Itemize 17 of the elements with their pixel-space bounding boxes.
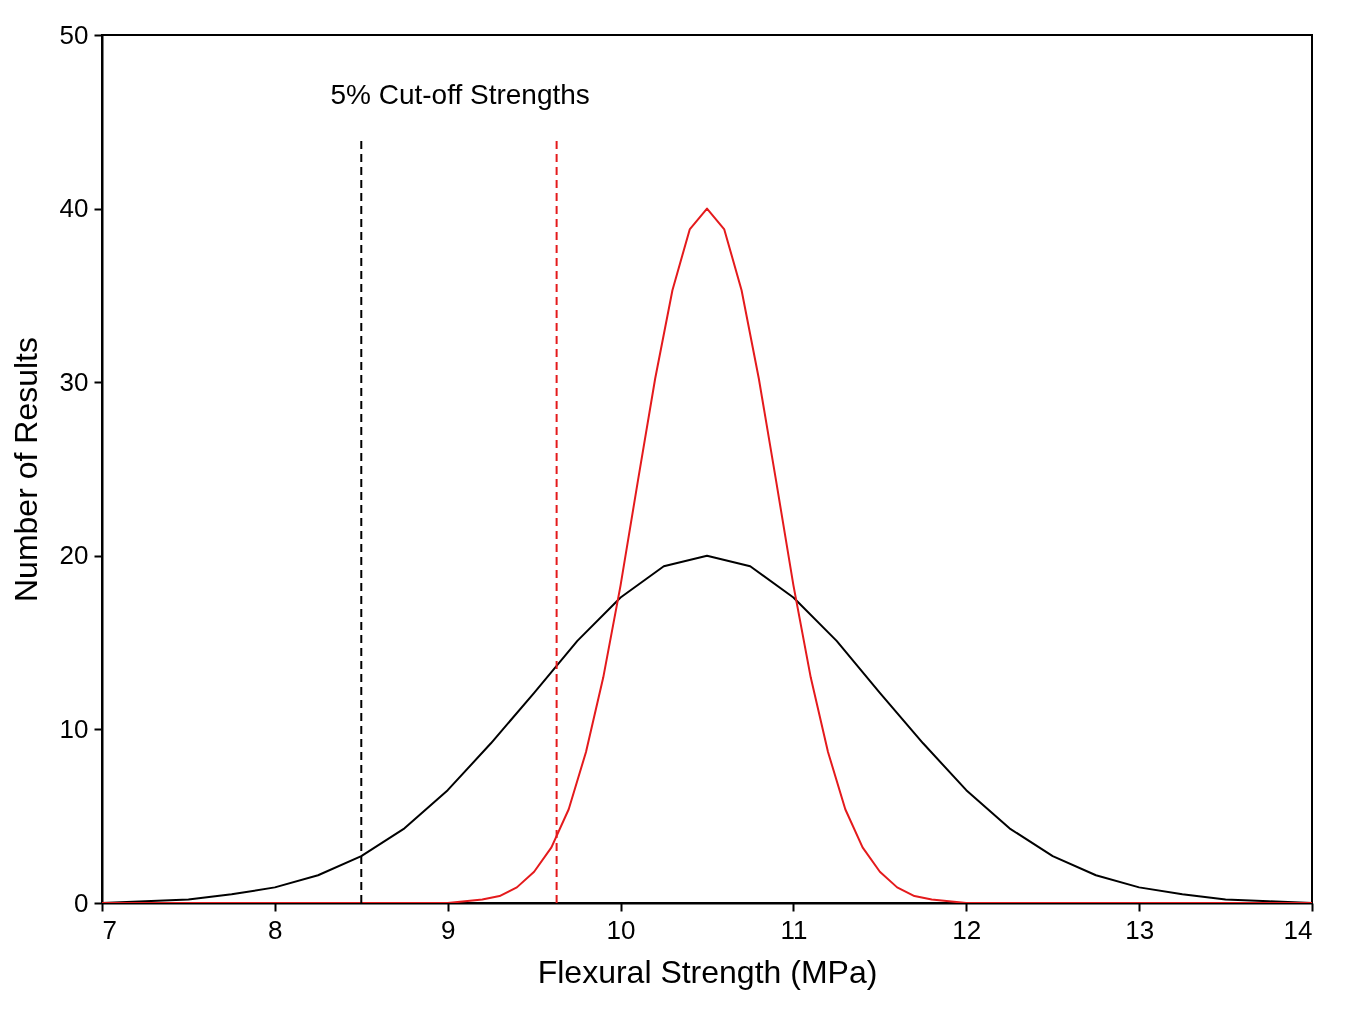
y-tick-label: 40 [59, 193, 89, 224]
x-tick-label: 7 [102, 914, 117, 945]
y-tick-label: 0 [74, 887, 89, 918]
y-tick-label: 50 [59, 19, 89, 50]
x-tick-label: 11 [780, 914, 808, 945]
x-axis-title: Flexural Strength (MPa) [537, 953, 878, 990]
x-tick-label: 8 [268, 914, 283, 945]
x-tick-label: 10 [606, 914, 636, 945]
y-axis-title: Number of Results [7, 337, 44, 602]
x-tick-label: 13 [1125, 914, 1155, 945]
y-tick-label: 30 [59, 366, 89, 397]
x-tick-label: 14 [1283, 914, 1313, 945]
x-tick-label: 12 [952, 914, 982, 945]
y-tick-label: 10 [59, 713, 89, 744]
x-tick-label: 9 [440, 914, 456, 945]
y-tick-label: 20 [59, 540, 89, 571]
annotation: 5% Cut-off Strengths [330, 78, 590, 110]
